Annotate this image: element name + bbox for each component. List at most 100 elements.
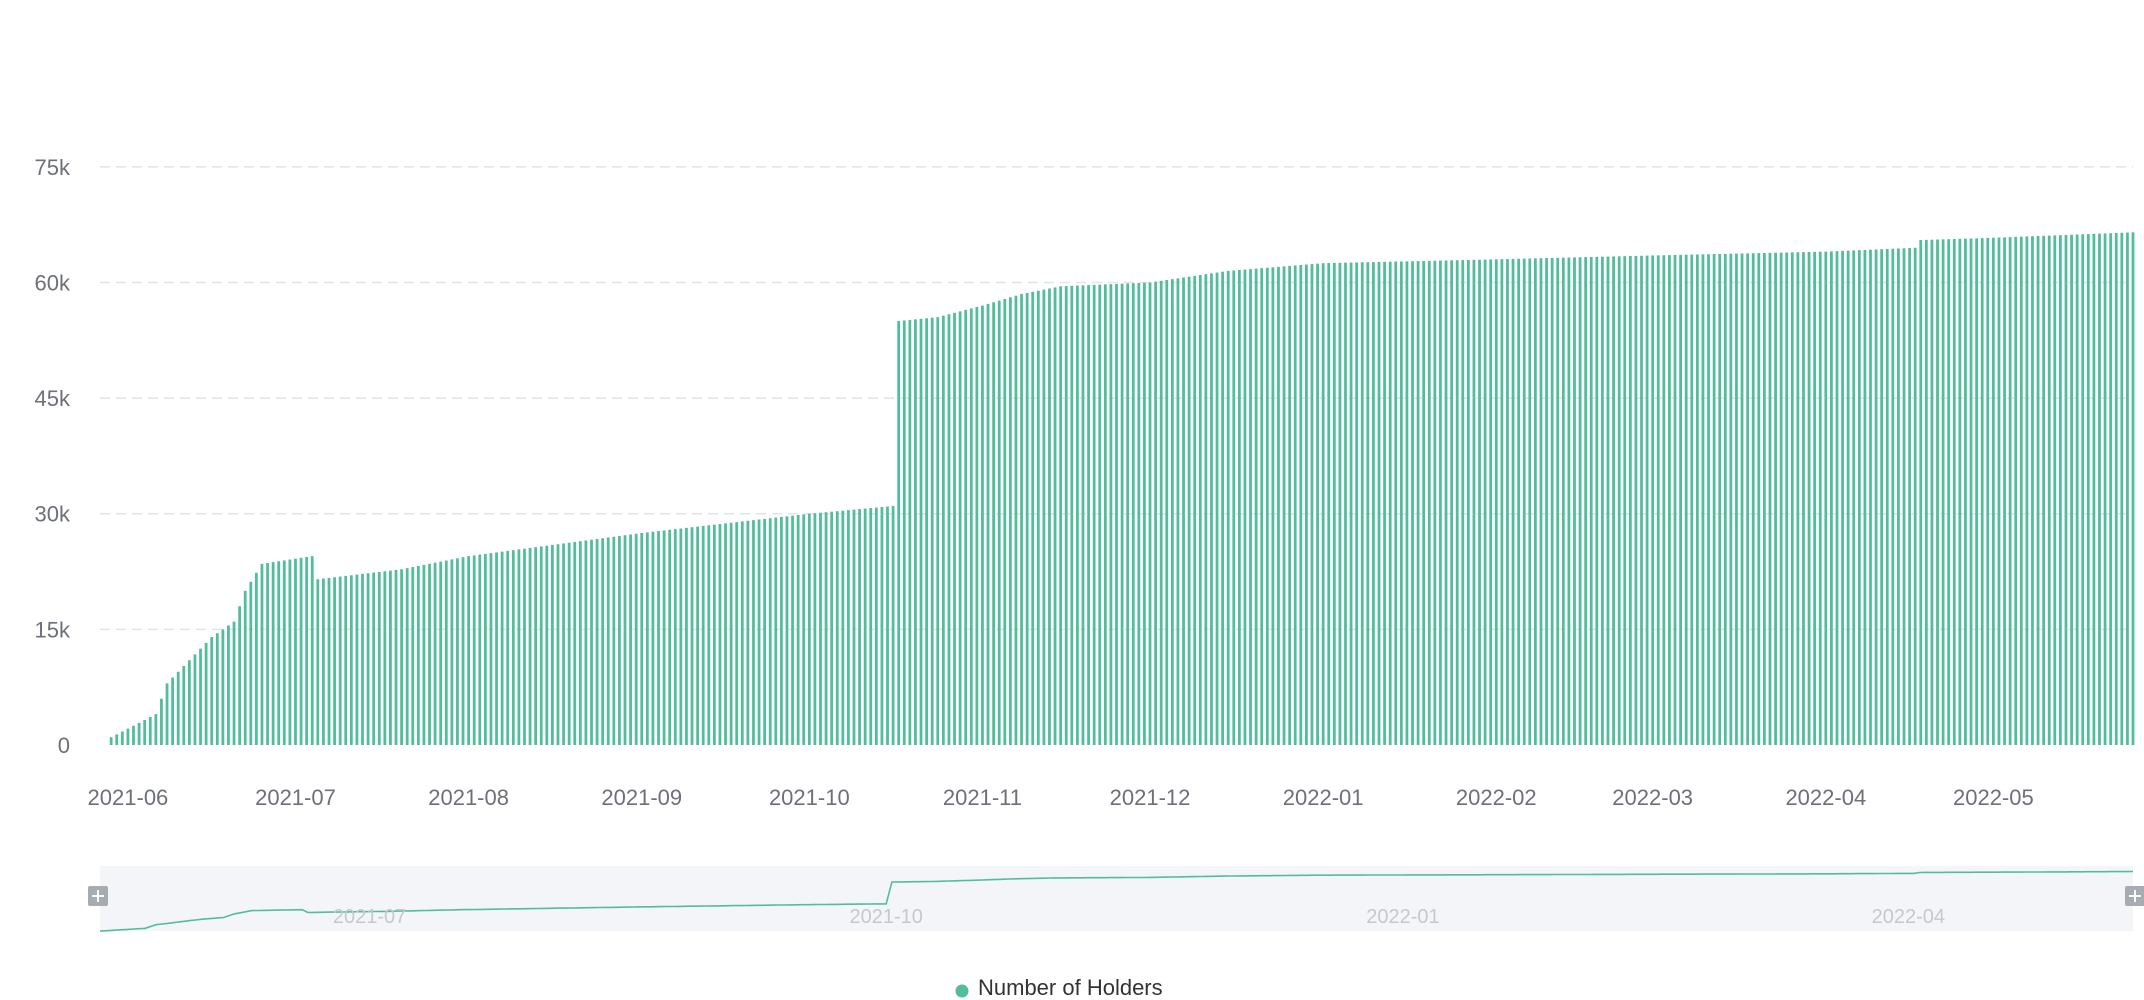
bar[interactable] [1964,238,1967,745]
bar[interactable] [1237,269,1241,745]
bar[interactable] [2031,236,2034,746]
bar[interactable] [154,714,158,745]
bar[interactable] [132,725,135,745]
bar[interactable] [137,722,141,745]
bar[interactable] [1818,251,1822,746]
bar[interactable] [1673,254,1677,746]
bar[interactable] [573,541,577,745]
bar[interactable] [1936,239,1939,745]
bar[interactable] [472,555,476,745]
bar[interactable] [1947,239,1951,746]
bar[interactable] [925,318,928,745]
bar[interactable] [640,533,644,745]
bar[interactable] [1757,253,1761,746]
bar[interactable] [232,621,236,745]
bar[interactable] [534,547,538,745]
bar[interactable] [2059,235,2062,745]
bar[interactable] [1528,258,1532,746]
bar[interactable] [824,512,828,745]
bar[interactable] [2120,232,2124,745]
bar[interactable] [807,513,811,745]
bar[interactable] [1707,254,1710,746]
bar[interactable] [1606,256,1610,745]
bar[interactable] [763,518,767,745]
bar[interactable] [1154,281,1157,745]
bar[interactable] [1980,238,1984,745]
bar[interactable] [517,549,521,745]
bar[interactable] [1885,248,1889,745]
bar[interactable] [891,506,895,745]
bar[interactable] [1802,252,1805,745]
bar[interactable] [171,677,174,745]
bar[interactable] [1533,258,1537,745]
bar[interactable] [1282,266,1286,745]
bar[interactable] [690,527,694,745]
bar[interactable] [450,559,454,745]
bar[interactable] [1857,250,1861,746]
bar[interactable] [584,540,588,745]
bar[interactable] [1109,284,1113,745]
bar[interactable] [2047,235,2051,745]
bar[interactable] [774,517,778,745]
bar[interactable] [1790,252,1794,746]
bar[interactable] [288,559,292,745]
bar[interactable] [1807,251,1811,746]
bar[interactable] [958,311,962,745]
bar[interactable] [1874,249,1878,745]
bar[interactable] [1372,262,1375,745]
bar[interactable] [1232,270,1236,745]
bar[interactable] [1522,258,1526,745]
bar[interactable] [1087,285,1090,745]
bar[interactable] [1634,255,1638,745]
bar[interactable] [355,574,359,745]
bar[interactable] [1684,254,1688,746]
bar[interactable] [1366,262,1370,745]
bar[interactable] [182,665,186,745]
bar[interactable] [260,563,264,745]
bar[interactable] [835,511,839,745]
bar[interactable] [1249,269,1252,745]
bar[interactable] [1176,278,1180,745]
bar[interactable] [1444,260,1448,745]
bar[interactable] [618,535,621,745]
bar[interactable] [1746,253,1750,746]
bar[interactable] [461,557,465,745]
bar[interactable] [612,536,616,745]
bar[interactable] [1729,253,1733,746]
bar[interactable] [986,303,990,745]
bar[interactable] [1902,248,1906,745]
bar[interactable] [997,300,1001,745]
bar[interactable] [1070,285,1074,745]
bar[interactable] [1137,282,1141,745]
bar[interactable] [2036,236,2040,745]
bar[interactable] [1723,253,1727,746]
bar[interactable] [305,556,309,745]
bar[interactable] [2014,236,2018,745]
bar[interactable] [327,577,331,745]
bar[interactable] [366,573,370,745]
bar[interactable] [120,731,124,745]
bar[interactable] [2003,237,2006,745]
bar[interactable] [1399,261,1403,745]
bar[interactable] [1645,255,1649,746]
bar[interactable] [746,520,750,745]
bar[interactable] [1103,284,1107,745]
bar[interactable] [1215,272,1219,745]
bar[interactable] [1466,259,1470,745]
bar[interactable] [1891,248,1895,746]
bar[interactable] [634,533,638,745]
bar[interactable] [2042,235,2046,746]
bar[interactable] [2098,233,2101,745]
bar[interactable] [947,314,951,745]
bar[interactable] [243,590,247,745]
bar[interactable] [1863,249,1867,745]
bar[interactable] [1751,253,1755,746]
bar[interactable] [1226,270,1230,745]
bar[interactable] [199,648,202,745]
bar[interactable] [143,719,147,745]
bar[interactable] [2019,236,2023,745]
bar[interactable] [852,509,856,745]
bar[interactable] [109,737,113,745]
bar[interactable] [1461,260,1465,745]
bar[interactable] [863,508,867,745]
